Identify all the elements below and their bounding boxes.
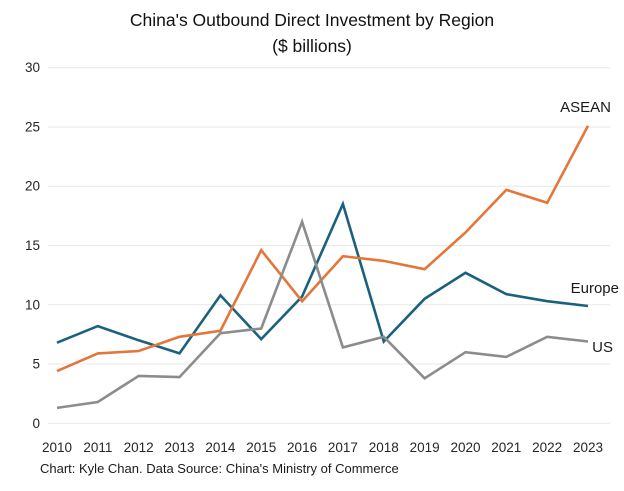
x-tick-label-2015: 2015 bbox=[246, 440, 276, 455]
y-tick-label-0: 0 bbox=[32, 416, 40, 431]
chart-subtitle: ($ billions) bbox=[272, 36, 352, 56]
y-tick-label-15: 15 bbox=[25, 238, 40, 253]
x-tick-label-2022: 2022 bbox=[532, 440, 562, 455]
chart-title: China's Outbound Direct Investment by Re… bbox=[129, 10, 495, 30]
x-tick-label-2013: 2013 bbox=[165, 440, 195, 455]
series-line-us bbox=[56, 217, 589, 410]
series-line-europe bbox=[56, 200, 589, 355]
x-tick-label-2010: 2010 bbox=[42, 440, 72, 455]
x-tick-label-2014: 2014 bbox=[205, 440, 236, 455]
series-line-asean bbox=[56, 125, 590, 373]
x-tick-label-2019: 2019 bbox=[410, 440, 440, 455]
y-tick-label-25: 25 bbox=[25, 119, 40, 134]
series-label-europe: Europe bbox=[570, 280, 619, 297]
y-tick-label-20: 20 bbox=[25, 179, 40, 194]
chart-title-block: China's Outbound Direct Investment by Re… bbox=[0, 7, 624, 59]
footer-credit: Chart: Kyle Chan. Data Source: China's M… bbox=[40, 461, 399, 476]
x-tick-label-2012: 2012 bbox=[124, 440, 154, 455]
x-tick-label-2023: 2023 bbox=[573, 440, 603, 455]
y-tick-label-5: 5 bbox=[32, 357, 40, 372]
series-label-us: US bbox=[592, 339, 613, 356]
x-tick-label-2016: 2016 bbox=[287, 440, 317, 455]
x-tick-label-2018: 2018 bbox=[369, 440, 399, 455]
y-tick-label-30: 30 bbox=[25, 60, 40, 75]
x-tick-label-2021: 2021 bbox=[491, 440, 521, 455]
x-tick-label-2011: 2011 bbox=[83, 440, 112, 455]
y-tick-label-10: 10 bbox=[25, 297, 40, 312]
x-tick-label-2020: 2020 bbox=[450, 440, 480, 455]
series-label-asean: ASEAN bbox=[560, 99, 611, 116]
x-tick-label-2017: 2017 bbox=[328, 440, 358, 455]
